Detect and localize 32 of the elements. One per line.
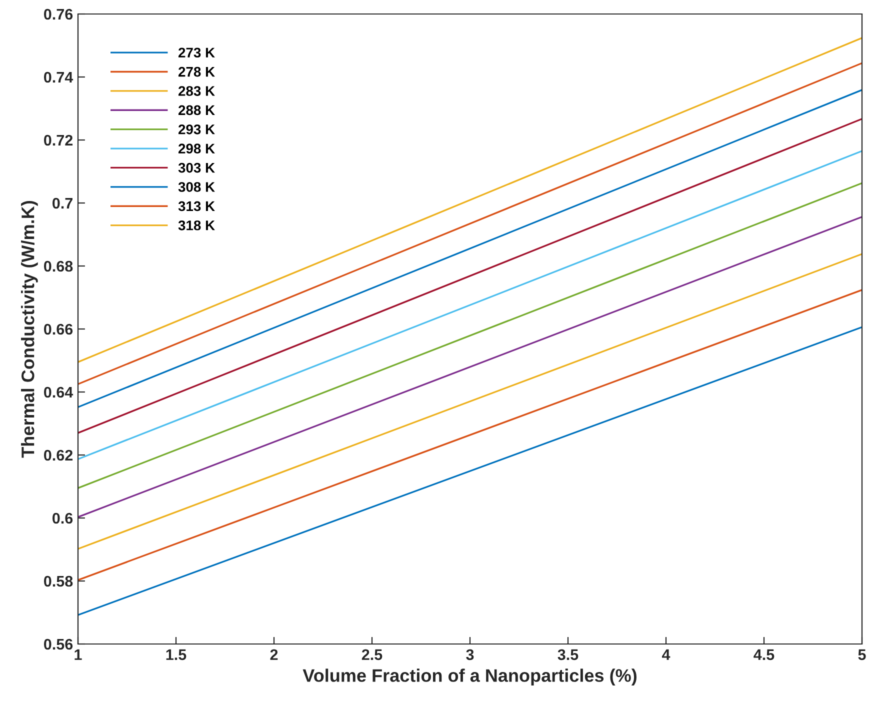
legend-label: 288 K	[178, 105, 215, 116]
x-axis-title: Volume Fraction of a Nanoparticles (%)	[302, 668, 636, 686]
y-tick-label: 0.7	[52, 198, 72, 209]
x-tick-label: 1.5	[166, 649, 186, 660]
legend-label: 318 K	[178, 220, 215, 230]
legend-label: 283 K	[178, 86, 215, 96]
y-tick-label: 0.64	[44, 386, 74, 398]
legend-label: 303 K	[178, 162, 215, 173]
y-tick-label: 0.66	[44, 324, 73, 335]
y-tick-label: 0.62	[44, 450, 73, 461]
y-tick-label: 0.56	[44, 638, 73, 650]
legend-label: 273 K	[178, 48, 215, 58]
x-tick-label: 2	[270, 649, 278, 660]
y-tick-label: 0.58	[44, 576, 73, 587]
x-tick-label: 5	[858, 649, 866, 660]
y-tick-label: 0.74	[44, 72, 74, 83]
y-tick-label: 0.6	[52, 512, 73, 524]
x-tick-label: 1	[74, 649, 82, 660]
x-tick-label: 3	[466, 649, 474, 660]
legend-label: 298 K	[178, 144, 215, 154]
legend-label: 278 K	[178, 66, 215, 77]
x-tick-label: 2.5	[362, 649, 382, 660]
legend-label: 308 K	[178, 182, 215, 192]
x-tick-label: 4.5	[754, 649, 774, 660]
x-tick-label: 3.5	[558, 649, 578, 660]
legend-label: 293 K	[178, 124, 215, 134]
legend-label: 313 K	[178, 201, 215, 212]
y-tick-label: 0.68	[44, 260, 73, 272]
y-tick-label: 0.76	[44, 8, 73, 20]
y-tick-label: 0.72	[44, 134, 73, 146]
x-tick-label: 4	[662, 649, 670, 660]
y-axis-title: Thermal Conductivity (W/m.K)	[21, 200, 38, 458]
